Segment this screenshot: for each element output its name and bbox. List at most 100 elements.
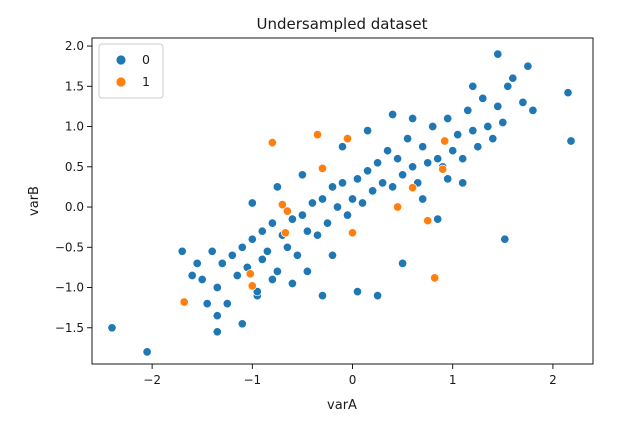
x-tick-label: 2 — [549, 373, 557, 387]
point-series-0 — [483, 121, 493, 132]
point-series-0 — [337, 178, 348, 188]
point-series-0 — [202, 299, 212, 309]
legend-marker-0 — [115, 54, 127, 66]
point-series-0 — [523, 61, 533, 71]
point-series-0 — [368, 186, 378, 196]
point-series-0 — [418, 194, 428, 204]
point-series-0 — [272, 182, 282, 192]
y-axis-label: varB — [27, 186, 42, 216]
point-series-0 — [518, 97, 528, 107]
point-series-0 — [423, 158, 433, 168]
point-series-1 — [267, 138, 277, 148]
plot-frame — [91, 37, 594, 365]
point-series-0 — [458, 178, 468, 188]
point-series-0 — [177, 246, 187, 256]
point-series-0 — [418, 142, 428, 152]
y-tick-label: 2.0 — [65, 39, 84, 53]
point-series-0 — [292, 250, 302, 260]
point-series-0 — [478, 93, 488, 103]
point-series-0 — [473, 142, 483, 152]
point-series-0 — [212, 327, 222, 337]
point-series-0 — [393, 154, 403, 164]
point-series-0 — [337, 142, 348, 152]
y-tick-label: −0.5 — [55, 240, 84, 254]
point-series-1 — [430, 273, 440, 283]
y-tick-label: 0.0 — [65, 200, 84, 214]
point-series-0 — [528, 105, 538, 115]
point-series-0 — [398, 258, 408, 268]
x-tick-label: 1 — [449, 373, 457, 387]
point-series-1 — [440, 136, 450, 146]
point-series-0 — [332, 202, 343, 212]
point-series-0 — [317, 291, 328, 301]
point-series-0 — [388, 109, 398, 120]
y-tick-label: −1.0 — [55, 281, 84, 295]
point-series-0 — [403, 134, 413, 144]
point-series-0 — [272, 266, 282, 276]
point-series-0 — [458, 154, 468, 164]
point-series-0 — [443, 113, 453, 124]
point-series-0 — [322, 218, 333, 228]
point-series-0 — [247, 234, 257, 244]
point-series-0 — [357, 198, 368, 208]
point-series-0 — [468, 126, 478, 136]
y-tick-label: −1.5 — [55, 321, 84, 335]
y-axis: −1.5 −1.0 −0.5 0.0 0.5 1.0 1.5 2.0 — [55, 39, 92, 335]
point-series-0 — [503, 81, 513, 91]
point-series-0 — [207, 246, 217, 256]
point-series-0 — [448, 146, 458, 156]
point-series-0 — [217, 258, 227, 268]
point-series-1 — [277, 200, 287, 210]
point-series-0 — [307, 198, 317, 208]
y-tick-label: 0.5 — [65, 160, 84, 174]
point-series-0 — [566, 136, 576, 146]
point-series-1 — [347, 228, 358, 238]
point-series-0 — [342, 210, 353, 220]
point-series-0 — [488, 134, 498, 144]
legend: 0 1 — [98, 43, 164, 99]
point-series-0 — [302, 226, 312, 236]
point-series-0 — [428, 121, 438, 132]
point-series-0 — [257, 254, 267, 264]
x-tick-label: −1 — [243, 373, 261, 387]
point-series-1 — [423, 216, 433, 226]
point-series-0 — [498, 117, 508, 128]
point-series-0 — [352, 287, 363, 297]
point-series-0 — [347, 194, 358, 204]
point-series-0 — [500, 234, 510, 244]
point-series-0 — [282, 242, 292, 252]
point-series-0 — [237, 319, 247, 329]
point-series-1 — [282, 206, 292, 216]
point-series-0 — [212, 282, 222, 293]
point-series-0 — [433, 214, 443, 224]
point-series-0 — [363, 126, 373, 136]
point-series-0 — [247, 198, 257, 208]
point-series-0 — [383, 146, 393, 156]
legend-box — [98, 43, 164, 99]
point-series-0 — [453, 130, 463, 140]
point-series-1 — [245, 269, 255, 279]
point-series-0 — [192, 258, 202, 268]
point-series-0 — [252, 287, 262, 297]
point-series-0 — [468, 81, 478, 91]
point-series-0 — [287, 214, 297, 224]
legend-label-1: 1 — [142, 74, 150, 89]
point-series-0 — [197, 274, 207, 285]
point-series-0 — [297, 170, 307, 180]
point-series-0 — [408, 113, 418, 124]
point-series-0 — [388, 182, 398, 192]
legend-label-0: 0 — [142, 52, 150, 67]
point-series-0 — [363, 166, 373, 176]
point-series-0 — [433, 154, 443, 164]
point-series-0 — [327, 182, 338, 192]
point-series-0 — [287, 278, 297, 289]
point-series-0 — [312, 230, 323, 240]
chart-title: Undersampled dataset — [257, 15, 428, 33]
point-series-0 — [408, 162, 418, 172]
point-series-0 — [327, 250, 338, 260]
point-series-0 — [227, 250, 237, 260]
legend-marker-1 — [115, 76, 127, 88]
point-series-0 — [493, 101, 503, 111]
point-series-1 — [312, 130, 323, 140]
